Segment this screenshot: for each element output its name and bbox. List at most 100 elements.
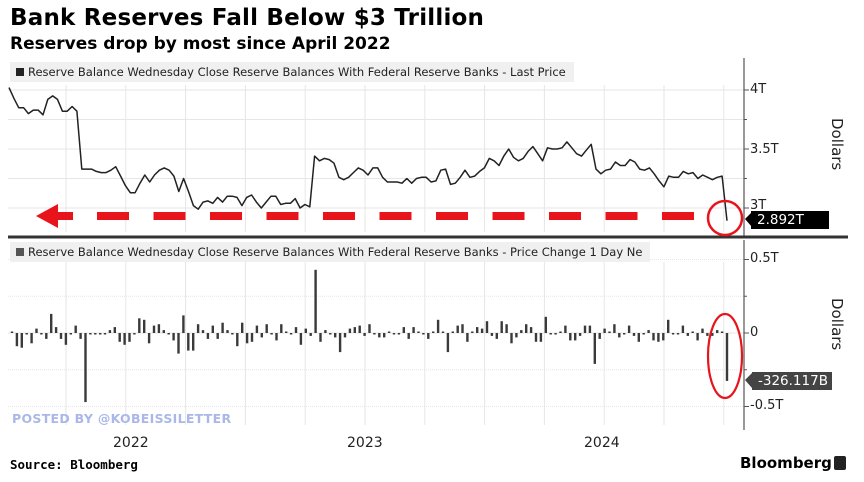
dashed-arrow-segment — [436, 212, 468, 220]
change-bar — [559, 331, 562, 333]
change-bar — [172, 333, 175, 341]
y-tick-upper: 4T — [750, 82, 767, 97]
legend-upper: Reserve Balance Wednesday Close Reserve … — [10, 62, 574, 82]
change-bar — [510, 333, 513, 344]
change-bar — [574, 333, 577, 341]
change-bar — [652, 333, 655, 341]
y-tick-lower: 0 — [750, 325, 759, 340]
change-bar — [54, 327, 58, 333]
change-bar — [108, 330, 112, 333]
change-bar — [490, 333, 494, 336]
change-bar — [343, 333, 347, 338]
change-bar — [417, 331, 420, 333]
y-axis-label-lower: Dollars — [828, 298, 846, 351]
change-bar — [324, 330, 327, 333]
change-bar — [89, 333, 92, 335]
change-bar — [182, 315, 185, 333]
change-bar — [412, 327, 415, 333]
change-bar — [314, 269, 317, 333]
change-bar — [466, 333, 469, 342]
change-bar — [118, 333, 121, 342]
y-tick-lower: 0.5T — [750, 251, 779, 266]
change-bar — [706, 333, 709, 336]
x-tick-label: 2023 — [347, 435, 383, 451]
change-bar — [260, 333, 263, 338]
change-bar — [363, 333, 366, 336]
highlight-ellipse — [706, 312, 744, 400]
change-bar — [133, 333, 136, 335]
change-bar — [667, 319, 670, 333]
x-tick-label: 2022 — [113, 435, 149, 451]
change-bar — [50, 313, 53, 333]
change-bar — [720, 331, 724, 333]
change-bar — [407, 333, 410, 339]
change-bar — [378, 333, 381, 338]
change-bar — [608, 331, 611, 333]
change-bar — [603, 328, 606, 333]
change-bar — [74, 325, 77, 333]
legend-lower-label: Reserve Balance Wednesday Close Reserve … — [28, 245, 643, 259]
change-bar — [618, 333, 621, 338]
change-bar — [686, 333, 689, 336]
change-bar — [593, 333, 596, 364]
change-bar — [348, 328, 352, 333]
change-bar — [59, 333, 63, 339]
change-bar — [201, 330, 205, 333]
dashed-arrow-segment — [97, 212, 129, 220]
change-bar — [15, 333, 19, 347]
arrow-left-icon — [36, 204, 73, 228]
callout-pointer — [745, 373, 752, 388]
watermark: POSTED BY @KOBEISSILETTER — [12, 411, 232, 426]
change-bar — [275, 333, 278, 341]
change-bar — [94, 333, 97, 335]
change-bar — [461, 324, 464, 333]
change-bar — [647, 330, 650, 333]
change-bar — [196, 324, 200, 333]
upper-panel — [8, 87, 728, 221]
change-bar — [623, 333, 626, 335]
legend-swatch — [16, 248, 24, 256]
change-bar — [231, 333, 234, 335]
change-bar — [192, 333, 195, 351]
dashed-arrow-segment — [379, 212, 412, 220]
change-bar — [128, 333, 131, 342]
change-bar — [632, 333, 636, 336]
y-tick-upper: 3T — [750, 198, 767, 213]
change-bar — [387, 331, 391, 333]
annotations — [36, 199, 744, 400]
change-bar — [206, 333, 210, 339]
change-bar — [515, 333, 518, 338]
change-bar — [250, 333, 254, 342]
last-value-callout-upper: 2.892T — [751, 211, 829, 229]
change-bar — [642, 333, 645, 335]
change-bar — [221, 322, 224, 333]
change-bar — [554, 333, 557, 335]
change-bar — [578, 333, 582, 336]
change-bar — [691, 331, 694, 333]
change-bar — [20, 333, 23, 348]
change-bar — [681, 325, 685, 333]
change-bar — [441, 331, 445, 333]
change-bar — [588, 325, 592, 333]
change-bar — [162, 330, 165, 333]
change-bar — [534, 333, 538, 342]
change-bar — [598, 333, 601, 339]
change-bar — [583, 325, 587, 333]
change-bar — [505, 324, 508, 333]
y-tick-upper: 3.5T — [750, 142, 779, 157]
change-bar — [422, 333, 425, 335]
change-bar — [103, 333, 107, 335]
change-bar — [676, 333, 680, 335]
chart-title: Bank Reserves Fall Below $3 Trillion — [10, 5, 485, 31]
change-bar — [549, 333, 552, 335]
dashed-arrow-segment — [323, 212, 355, 220]
change-bar — [113, 327, 116, 333]
change-bar — [138, 318, 141, 333]
y-tick-lower: -0.5T — [750, 398, 784, 413]
legend-upper-label: Reserve Balance Wednesday Close Reserve … — [28, 65, 566, 79]
change-bar — [289, 333, 293, 335]
change-bar — [613, 324, 616, 333]
change-bar — [216, 333, 219, 339]
x-tick-label: 2024 — [584, 435, 620, 451]
change-bar — [123, 333, 126, 345]
